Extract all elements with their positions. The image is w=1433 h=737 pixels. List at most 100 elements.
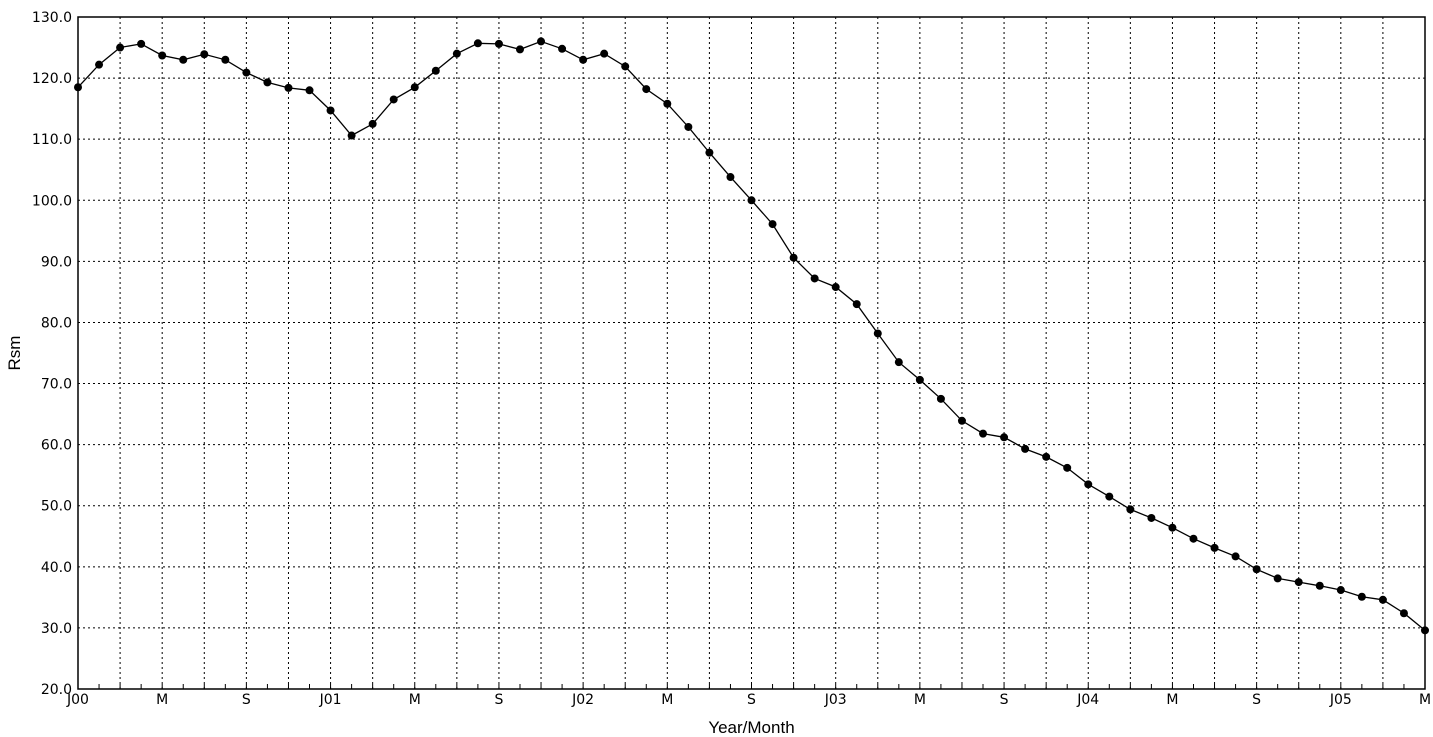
y-tick-labels: 20.0 30.0 40.0 50.0 60.0 70.0 80.0 90.0 100.0 110… — [32, 10, 72, 698]
data-point — [1294, 578, 1303, 587]
x-tick-label: M — [409, 692, 421, 708]
y-tick-label: 90.0 — [41, 254, 72, 270]
data-point — [1126, 505, 1135, 514]
data-point — [326, 106, 335, 115]
x-tick-label: J05 — [1329, 692, 1352, 708]
data-point — [810, 274, 819, 283]
data-point — [515, 45, 524, 54]
x-tick-label: J00 — [66, 692, 89, 708]
data-point — [1147, 513, 1156, 522]
y-tick-label: 120.0 — [32, 71, 72, 87]
data-point — [1231, 552, 1240, 561]
data-point — [1357, 592, 1366, 601]
data-point — [221, 55, 230, 64]
y-tick-label: 80.0 — [41, 315, 72, 331]
data-point — [263, 78, 272, 87]
data-point — [600, 49, 609, 58]
x-tick-labels: J00 M S J01 M S J02 M S J03 M S J04 M S J05 M — [66, 692, 1431, 708]
data-point — [305, 86, 314, 95]
data-point — [979, 429, 988, 438]
x-tick-label: S — [1000, 692, 1009, 708]
data-point — [389, 95, 398, 104]
x-tick-label: S — [747, 692, 756, 708]
data-point — [494, 39, 503, 48]
series-points — [74, 37, 1429, 635]
data-point — [1189, 534, 1198, 543]
data-point — [410, 83, 419, 92]
axes — [77, 16, 1426, 690]
data-point — [705, 148, 714, 157]
data-point — [768, 220, 777, 229]
data-point — [663, 99, 672, 108]
series-rsm — [74, 37, 1429, 635]
data-point — [1399, 609, 1408, 618]
x-tick-label: S — [1252, 692, 1261, 708]
x-tick-label: M — [1166, 692, 1178, 708]
data-point — [537, 37, 546, 46]
data-point — [368, 119, 377, 128]
x-tick-label: J04 — [1076, 692, 1099, 708]
data-point — [284, 83, 293, 92]
x-tick-label: S — [242, 692, 251, 708]
data-point — [158, 51, 167, 60]
data-point — [579, 55, 588, 64]
data-point — [957, 416, 966, 425]
x-tick-label: J01 — [319, 692, 342, 708]
y-axis-title: Rsm — [5, 336, 24, 371]
data-point — [1210, 543, 1219, 552]
data-point — [936, 394, 945, 403]
x-tick-label: S — [494, 692, 503, 708]
data-point — [747, 196, 756, 205]
y-tick-label: 100.0 — [32, 193, 72, 209]
x-tick-label: M — [156, 692, 168, 708]
grid-lines — [78, 17, 1425, 689]
data-point — [473, 39, 482, 48]
data-point — [95, 60, 104, 69]
y-tick-label: 40.0 — [41, 560, 72, 576]
data-point — [558, 44, 567, 53]
y-tick-label: 30.0 — [41, 621, 72, 637]
data-point — [74, 83, 82, 92]
data-point — [1021, 444, 1030, 453]
data-point — [1084, 480, 1093, 489]
y-tick-label: 110.0 — [32, 132, 72, 148]
data-point — [789, 253, 798, 262]
data-point — [1273, 574, 1282, 583]
data-point — [1378, 595, 1387, 604]
data-point — [831, 283, 840, 292]
data-point — [726, 173, 735, 182]
x-minor-ticks — [77, 684, 1426, 689]
x-tick-label: J02 — [571, 692, 594, 708]
data-point — [1336, 586, 1345, 595]
data-point — [852, 300, 861, 309]
x-tick-label: M — [914, 692, 926, 708]
data-point — [1252, 565, 1261, 574]
data-point — [642, 85, 651, 94]
data-point — [894, 358, 903, 367]
y-tick-label: 130.0 — [32, 10, 72, 26]
data-point — [1105, 492, 1114, 501]
x-axis-title: Year/Month — [708, 718, 794, 737]
data-point — [452, 49, 461, 58]
data-point — [179, 55, 188, 64]
y-tick-label: 70.0 — [41, 377, 72, 393]
data-point — [116, 43, 125, 52]
data-point — [915, 375, 924, 384]
data-point — [1063, 463, 1072, 472]
data-point — [431, 66, 440, 75]
data-point — [242, 68, 251, 77]
data-point — [873, 329, 882, 338]
data-point — [1000, 433, 1009, 442]
y-tick-label: 60.0 — [41, 438, 72, 454]
data-point — [1421, 626, 1429, 635]
data-point — [1042, 452, 1051, 461]
x-tick-label: M — [661, 692, 673, 708]
data-point — [684, 122, 693, 131]
data-point — [200, 50, 209, 59]
data-point — [347, 131, 356, 140]
y-tick-label: 50.0 — [41, 499, 72, 515]
data-point — [1168, 523, 1177, 532]
data-point — [621, 62, 630, 71]
